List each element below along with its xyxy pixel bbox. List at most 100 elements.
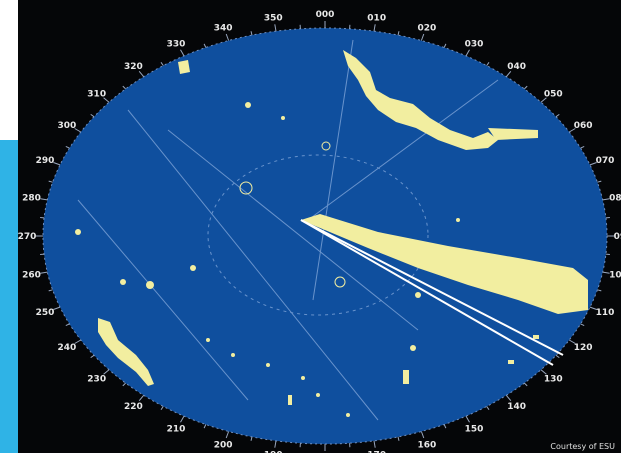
- bearing-label-110: 110: [596, 308, 615, 318]
- echo-target: [120, 279, 126, 285]
- bearing-tick: [602, 198, 610, 201]
- echo-target: [346, 413, 350, 417]
- echo-target: [456, 218, 460, 222]
- target-symbols: [239, 141, 346, 288]
- bearing-tick: [122, 85, 126, 90]
- bearing-label-220: 220: [124, 402, 143, 412]
- bearing-tick: [420, 431, 425, 439]
- bearing-label-010: 010: [367, 13, 386, 23]
- bearing-tick: [225, 431, 230, 439]
- bearing-label-170: 170: [367, 451, 386, 453]
- bearing-tick: [524, 85, 528, 90]
- bearing-tick: [203, 424, 207, 429]
- bearing-label-250: 250: [36, 308, 55, 318]
- echo-target: [266, 363, 270, 367]
- bearing-tick: [65, 323, 70, 327]
- bearing-tick: [397, 31, 400, 36]
- bearing-tick: [505, 394, 512, 402]
- bearing-tick: [568, 128, 576, 133]
- bearing-label-340: 340: [214, 23, 233, 33]
- bearing-tick: [580, 323, 585, 327]
- bearing-label-190: 190: [264, 451, 283, 453]
- target-symbol: [334, 276, 346, 288]
- bearing-label-130: 130: [544, 375, 563, 385]
- bearing-tick: [53, 306, 61, 310]
- bearing-tick: [580, 145, 585, 149]
- echo-target: [403, 370, 409, 384]
- heading-marker-2: [300, 219, 554, 366]
- bearing-tick: [180, 49, 185, 57]
- echo-target: [206, 338, 210, 342]
- echo-target: [231, 353, 235, 357]
- bearing-label-270: 270: [18, 232, 36, 242]
- bearing-tick: [486, 62, 490, 66]
- bearing-tick: [250, 31, 253, 36]
- image-caption: Courtesy of ESU: [550, 442, 615, 451]
- echo-wedge: [301, 214, 588, 314]
- bearing-tick: [443, 43, 447, 48]
- bearing-label-060: 060: [574, 121, 593, 131]
- bearing-label-350: 350: [264, 13, 283, 23]
- bearing-tick: [138, 394, 145, 402]
- echo-target: [190, 265, 196, 271]
- bearing-line: [307, 79, 499, 221]
- bearing-tick: [160, 406, 164, 410]
- bearing-tick: [274, 440, 277, 448]
- bearing-label-070: 070: [596, 156, 615, 166]
- bearing-label-150: 150: [465, 424, 484, 434]
- bearing-label-200: 200: [214, 441, 233, 451]
- range-ring: [207, 154, 429, 316]
- bearing-label-280: 280: [22, 194, 41, 204]
- bearing-tick: [225, 33, 230, 41]
- echo-target: [245, 102, 251, 108]
- echo-target: [75, 229, 81, 235]
- bearing-tick: [138, 70, 145, 78]
- bearing-label-210: 210: [167, 424, 186, 434]
- bearing-label-120: 120: [574, 343, 593, 353]
- bearing-tick: [90, 354, 95, 359]
- echo-target: [415, 292, 421, 298]
- bearing-tick: [420, 33, 425, 41]
- echo-target: [508, 360, 514, 364]
- bearing-label-330: 330: [167, 40, 186, 50]
- bearing-tick: [74, 339, 82, 344]
- bearing-label-080: 080: [609, 194, 621, 204]
- bearing-label-310: 310: [87, 89, 106, 99]
- bearing-label-140: 140: [507, 402, 526, 412]
- bearing-tick: [203, 43, 207, 48]
- bearing-label-000: 000: [316, 10, 335, 20]
- bearing-label-160: 160: [418, 441, 437, 451]
- side-accent-bar: [0, 140, 18, 453]
- bearing-tick: [486, 406, 490, 410]
- echo-group: [75, 50, 588, 417]
- heading-marker-1: [300, 219, 564, 356]
- echo-coastline-north: [343, 50, 498, 150]
- target-symbol: [239, 181, 253, 195]
- bearing-tick: [65, 145, 70, 149]
- bearing-tick: [373, 440, 376, 448]
- echo-target: [533, 335, 539, 339]
- bearing-tick: [180, 415, 185, 423]
- bearing-tick: [465, 415, 470, 423]
- bearing-tick: [40, 271, 48, 274]
- bearing-tick: [40, 198, 48, 201]
- track-line-2: [77, 199, 249, 401]
- bearing-label-290: 290: [36, 156, 55, 166]
- bearing-label-050: 050: [544, 89, 563, 99]
- bearing-tick: [540, 369, 547, 375]
- bearing-label-040: 040: [507, 62, 526, 72]
- echo-target: [301, 376, 305, 380]
- bearing-tick: [250, 436, 253, 441]
- bearing-label-100: 100: [609, 271, 621, 281]
- bearing-tick: [74, 128, 82, 133]
- bearing-tick: [555, 354, 560, 359]
- bearing-tick: [122, 382, 126, 387]
- bearing-tick: [48, 289, 53, 292]
- bearing-tick: [373, 24, 376, 32]
- bearing-tick: [103, 369, 110, 375]
- bearing-tick: [53, 162, 61, 166]
- scope-disc: [43, 28, 607, 444]
- track-line-1: [127, 109, 379, 421]
- bearing-tick: [274, 24, 277, 32]
- echo-coastline-southwest: [98, 318, 154, 386]
